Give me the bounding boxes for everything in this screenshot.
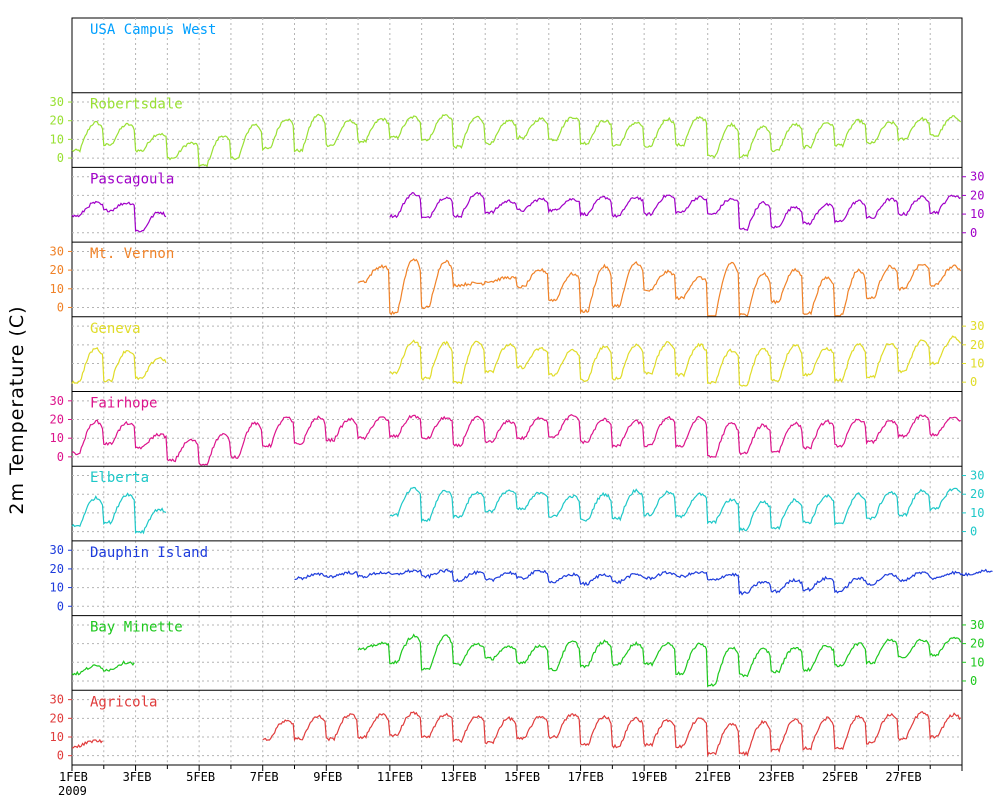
x-tick-label: 9FEB [313, 770, 342, 784]
y-tick-label: 20 [50, 413, 64, 427]
series-line [389, 486, 962, 533]
x-tick-label: 19FEB [631, 770, 667, 784]
station-name: Agricola [90, 694, 157, 710]
y-tick-label: 30 [50, 693, 64, 707]
x-tick-label: 15FEB [504, 770, 540, 784]
y-tick-label: 10 [50, 282, 64, 296]
panel-8: 0 10 20 30 Bay Minette [71, 615, 984, 691]
panel-7: 0 10 20 30 Dauphin Island [50, 540, 993, 616]
station-name: Robertsdale [90, 97, 183, 113]
y-tick-label: 0 [57, 749, 64, 763]
station-name: Mt. Vernon [90, 246, 174, 262]
y-tick-label: 10 [50, 431, 64, 445]
x-tick-label: 11FEB [377, 770, 413, 784]
y-axis-label: 2m Temperature (C) [6, 305, 28, 515]
y-tick-label: 30 [970, 469, 984, 483]
y-tick-label: 0 [970, 226, 977, 240]
station-name: Geneva [90, 321, 141, 337]
panel-5: 0 10 20 30 Fairhope [50, 391, 962, 467]
x-year-label: 2009 [58, 784, 87, 798]
station-name: Elberta [90, 470, 149, 486]
panel-0: USA Campus West [90, 18, 931, 93]
series-line [357, 633, 962, 688]
panel-9: 0 10 20 30 Agricola [50, 689, 962, 765]
series-line [71, 414, 961, 466]
series-line [71, 346, 167, 384]
y-tick-label: 0 [970, 674, 977, 688]
y-tick-label: 10 [970, 655, 984, 669]
y-tick-label: 30 [970, 319, 984, 333]
y-tick-label: 0 [57, 450, 64, 464]
y-tick-label: 0 [57, 300, 64, 314]
y-tick-label: 10 [970, 356, 984, 370]
x-tick-label: 5FEB [186, 770, 215, 784]
series-line [71, 492, 167, 535]
y-tick-label: 30 [50, 543, 64, 557]
series-line [71, 738, 103, 749]
y-tick-label: 10 [970, 207, 984, 221]
x-axis: 1FEB 3FEB 5FEB 7FEB 9FEB 11FEB 13FEB 15FEB 17FEB… [58, 765, 963, 798]
y-tick-label: 0 [57, 151, 64, 165]
y-tick-label: 10 [970, 506, 984, 520]
y-tick-label: 20 [50, 562, 64, 576]
y-tick-label: 10 [50, 581, 64, 595]
x-tick-label: 27FEB [885, 770, 921, 784]
series-line [262, 710, 962, 758]
x-tick-label: 13FEB [440, 770, 476, 784]
x-tick-label: 3FEB [123, 770, 152, 784]
series-line [294, 568, 993, 596]
panel-4: 0 10 20 30 Geneva [71, 316, 984, 392]
y-tick-label: 0 [57, 599, 64, 613]
y-tick-label: 30 [970, 170, 984, 184]
series-line [389, 191, 961, 231]
y-tick-label: 20 [970, 637, 984, 651]
panel-6: 0 10 20 30 Elberta [71, 465, 984, 541]
y-tick-label: 10 [50, 132, 64, 146]
series-line [389, 335, 962, 387]
x-tick-label: 17FEB [568, 770, 604, 784]
y-tick-label: 30 [50, 244, 64, 258]
series-line [71, 113, 962, 168]
station-name: USA Campus West [90, 22, 216, 38]
y-tick-label: 30 [970, 618, 984, 632]
series-line [71, 200, 167, 233]
x-tick-label: 21FEB [695, 770, 731, 784]
x-tick-label: 1FEB [59, 770, 88, 784]
panel-1: 0 10 20 30 Robertsdale [50, 92, 962, 168]
y-tick-label: 20 [50, 711, 64, 725]
station-name: Bay Minette [90, 620, 183, 636]
y-tick-label: 20 [50, 114, 64, 128]
y-tick-label: 20 [970, 487, 984, 501]
y-tick-label: 0 [970, 525, 977, 539]
x-tick-label: 25FEB [822, 770, 858, 784]
panels-group: USA Campus West 0 10 20 30 Robertsdale 0 10 20 30… [50, 18, 993, 765]
x-tick-label: 23FEB [758, 770, 794, 784]
y-tick-label: 20 [970, 188, 984, 202]
y-tick-label: 30 [50, 394, 64, 408]
y-tick-label: 20 [50, 263, 64, 277]
panel-3: 0 10 20 30 Mt. Vernon [50, 241, 962, 317]
series-line [357, 258, 962, 317]
station-name: Pascagoula [90, 171, 174, 187]
y-tick-label: 30 [50, 95, 64, 109]
y-tick-label: 20 [970, 338, 984, 352]
x-tick-label: 7FEB [250, 770, 279, 784]
y-axis-label-box: 2m Temperature (C) [3, 270, 31, 550]
station-name: Fairhope [90, 396, 157, 412]
panel-2: 0 10 20 30 Pascagoula [71, 166, 984, 243]
series-line [71, 660, 135, 676]
y-tick-label: 10 [50, 730, 64, 744]
y-tick-label: 0 [970, 375, 977, 389]
station-name: Dauphin Island [90, 545, 208, 561]
